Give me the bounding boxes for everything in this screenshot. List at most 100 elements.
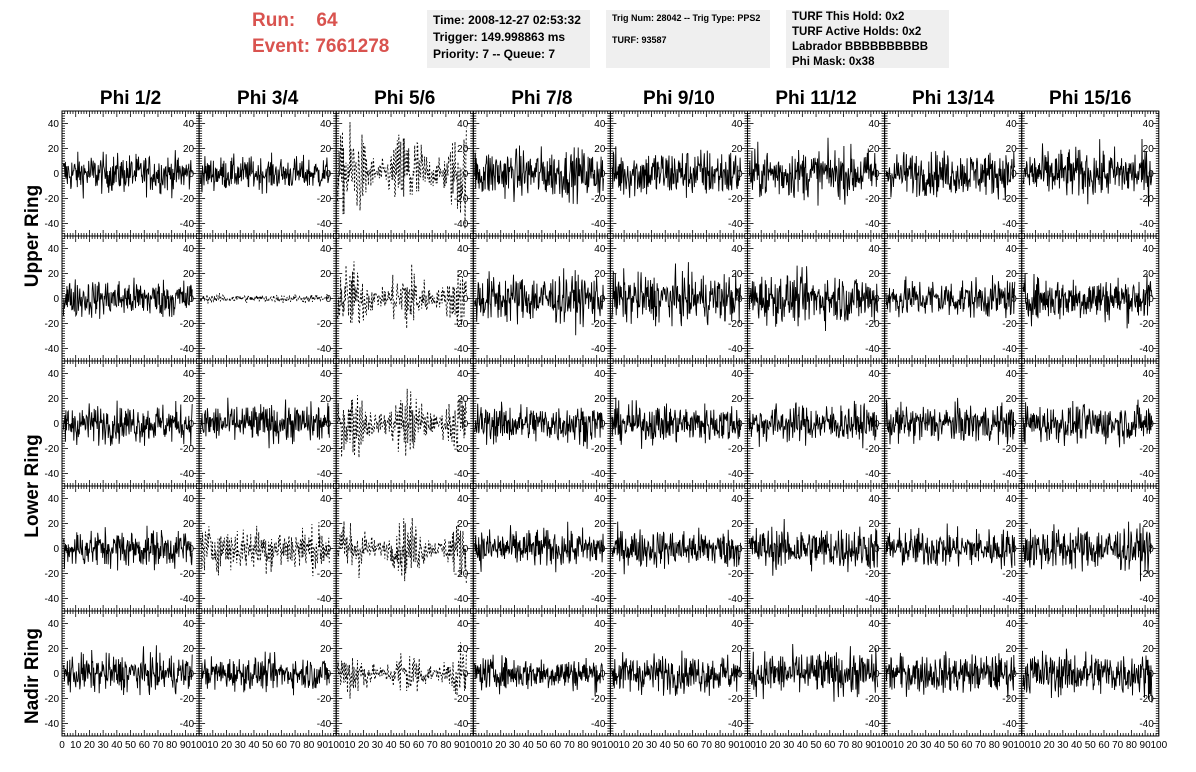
y-tick-label: 40 [457, 244, 469, 255]
y-tick-label: 40 [594, 369, 606, 380]
y-tick-label: -20 [180, 444, 195, 455]
y-tick-label: 0 [1148, 294, 1154, 305]
y-tick-label: 40 [48, 369, 60, 380]
waveform-trace [611, 397, 742, 449]
y-tick-label: -20 [1139, 319, 1154, 330]
y-tick-label: -20 [1002, 444, 1017, 455]
y-tick-label: 40 [48, 244, 60, 255]
y-tick-label: 20 [731, 144, 743, 155]
y-tick-label: 40 [1006, 119, 1018, 130]
y-tick-label: 0 [189, 169, 195, 180]
y-tick-label: -20 [317, 319, 332, 330]
column-header-7: Phi 13/14 [912, 88, 995, 109]
y-tick-label: -40 [180, 469, 195, 480]
y-tick-label: 0 [1011, 419, 1017, 430]
y-tick-label: 20 [320, 269, 332, 280]
y-tick-label: 20 [1006, 144, 1018, 155]
column-header-6: Phi 11/12 [775, 88, 856, 109]
turf-line: TURF: 93587 [612, 35, 667, 45]
active-holds-line: TURF Active Holds: 0x2 [792, 26, 922, 38]
trignum-line: Trig Num: 28042 -- Trig Type: PPS2 [612, 13, 761, 23]
event-label: Event: [252, 36, 311, 57]
y-tick-label: 20 [594, 144, 606, 155]
run-value: 64 [316, 10, 338, 31]
column-header-1: Phi 1/2 [100, 88, 161, 109]
y-tick-label: -20 [180, 319, 195, 330]
y-tick-label: -40 [454, 219, 469, 230]
priority-line: Priority: 7 -- Queue: 7 [433, 47, 556, 61]
y-tick-label: -40 [454, 469, 469, 480]
y-tick-label: 0 [463, 294, 469, 305]
y-tick-label: -20 [865, 444, 880, 455]
y-tick-label: -40 [865, 219, 880, 230]
y-tick-label: -20 [1002, 319, 1017, 330]
y-tick-label: 40 [731, 119, 743, 130]
y-tick-label: 40 [183, 119, 195, 130]
y-tick-label: 20 [183, 144, 195, 155]
y-tick-label: -40 [454, 344, 469, 355]
column-header-3: Phi 5/6 [374, 88, 435, 109]
y-tick-label: 40 [1143, 119, 1155, 130]
y-tick-label: 0 [53, 294, 59, 305]
time-info-box: Time: 2008-12-27 02:53:32 Trigger: 149.9… [427, 10, 590, 68]
y-tick-label: -40 [180, 219, 195, 230]
y-tick-label: -20 [317, 444, 332, 455]
y-tick-label: 40 [320, 119, 332, 130]
y-tick-label: 40 [1006, 369, 1018, 380]
y-tick-label: 40 [868, 244, 880, 255]
y-tick-label: 20 [183, 269, 195, 280]
y-tick-label: 40 [457, 369, 469, 380]
y-tick-label: 20 [1006, 394, 1018, 405]
column-header-5: Phi 9/10 [643, 88, 715, 109]
hold-line: TURF This Hold: 0x2 [792, 11, 905, 23]
y-tick-label: -40 [180, 344, 195, 355]
waveform-trace [1022, 273, 1153, 329]
y-tick-label: -20 [865, 194, 880, 205]
waveform-trace [474, 145, 604, 205]
y-tick-label: -20 [591, 444, 606, 455]
column-header-2: Phi 3/4 [237, 88, 299, 109]
waveform-trace [474, 401, 604, 449]
y-tick-label: 20 [1006, 269, 1018, 280]
y-tick-label: -40 [1002, 469, 1017, 480]
y-tick-label: -40 [728, 219, 743, 230]
y-tick-label: -20 [454, 194, 469, 205]
y-tick-label: -40 [865, 469, 880, 480]
row-label-2: Lower Ring [22, 434, 43, 537]
y-tick-label: 20 [868, 269, 880, 280]
y-tick-label: -40 [1139, 219, 1154, 230]
y-tick-label: -40 [45, 219, 60, 230]
y-tick-label: -40 [317, 219, 332, 230]
column-header-4: Phi 7/8 [511, 88, 572, 109]
y-tick-label: 0 [1148, 169, 1154, 180]
trig-info-box: Trig Num: 28042 -- Trig Type: PPS2 TURF:… [606, 10, 770, 68]
waveform-trace [337, 122, 467, 229]
y-tick-label: 40 [457, 119, 469, 130]
waveform-trace [474, 268, 604, 336]
y-tick-label: 20 [457, 269, 469, 280]
y-tick-label: -40 [317, 469, 332, 480]
waveform-trace [748, 265, 879, 332]
waveform-trace [62, 150, 193, 199]
y-tick-label: -40 [591, 219, 606, 230]
y-tick-label: -20 [865, 319, 880, 330]
y-tick-label: -40 [591, 344, 606, 355]
waveform-trace [611, 146, 742, 198]
y-tick-label: 0 [326, 294, 332, 305]
y-tick-label: 40 [1006, 244, 1018, 255]
waveform-trace [748, 400, 879, 449]
y-tick-label: -20 [180, 194, 195, 205]
y-tick-label: -20 [45, 444, 60, 455]
y-tick-label: 40 [183, 244, 195, 255]
time-line: Time: 2008-12-27 02:53:32 [433, 13, 581, 27]
y-tick-label: 40 [594, 244, 606, 255]
turf-info-box: TURF This Hold: 0x2 TURF Active Holds: 0… [786, 10, 949, 68]
y-tick-label: 40 [594, 119, 606, 130]
y-tick-label: -20 [317, 194, 332, 205]
y-tick-label: -40 [1002, 219, 1017, 230]
y-tick-label: 20 [48, 394, 60, 405]
y-tick-label: 40 [731, 244, 743, 255]
y-tick-label: 20 [594, 269, 606, 280]
waveform-trace [200, 397, 330, 449]
